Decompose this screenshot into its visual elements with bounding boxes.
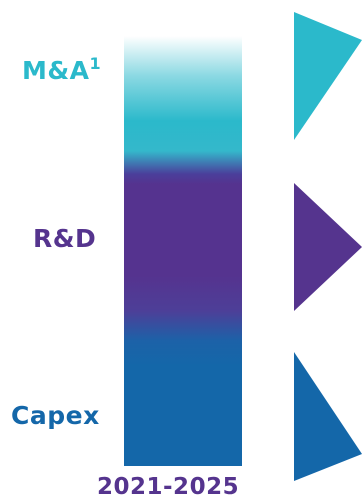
ma-triangle (294, 12, 362, 140)
allocation-gradient-bar (124, 36, 242, 466)
ma-footnote-marker: 1 (89, 54, 102, 73)
ma-label: M&A1 (22, 54, 102, 85)
rd-label: R&D (33, 224, 97, 253)
capex-label: Capex (11, 401, 100, 430)
rd-triangle (294, 183, 362, 311)
period-label: 2021-2025 (97, 474, 240, 500)
capex-triangle (294, 352, 362, 481)
